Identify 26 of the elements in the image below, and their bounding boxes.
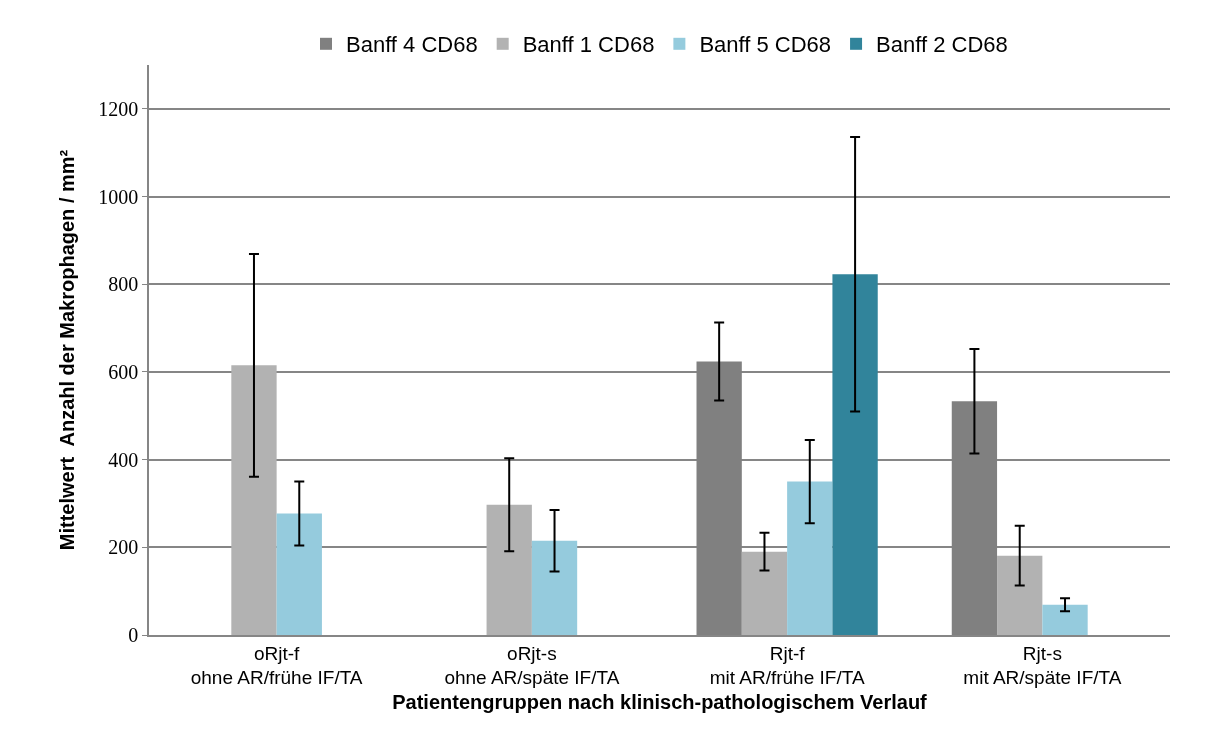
bar [231, 365, 277, 635]
x-tick-label: Rjt-s mit AR/späte IF/TA [963, 642, 1122, 689]
bar [787, 481, 833, 635]
bar [1042, 604, 1088, 635]
y-tick-label: 200 [108, 536, 139, 559]
y-tick-label: 0 [128, 624, 139, 646]
bar [486, 504, 532, 635]
legend-label: Banff 4 CD68 [346, 32, 478, 58]
y-tick-label: 800 [108, 273, 139, 296]
x-tick-label: oRjt-f ohne AR/frühe IF/TA [190, 642, 363, 689]
legend-label: Banff 1 CD68 [522, 32, 655, 58]
y-tick-label: 1200 [98, 97, 139, 120]
bar [276, 513, 322, 635]
legend-label: Banff 2 CD68 [876, 32, 1008, 58]
bar [531, 540, 578, 635]
x-tick-label: Rjt-f mit AR/frühe IF/TA [709, 642, 865, 689]
x-tick-label: oRjt-s ohne AR/späte IF/TA [444, 642, 620, 689]
bar [741, 551, 788, 635]
y-tick-label: 400 [108, 448, 139, 471]
bar [832, 274, 878, 635]
bar [997, 555, 1043, 635]
y-tick-label: 600 [108, 360, 139, 383]
y-tick-label: 1000 [98, 185, 139, 208]
y-axis-title: Mittelwert Anzahl der Makrophagen / mm² [56, 149, 79, 551]
legend-label: Banff 5 CD68 [699, 32, 832, 58]
x-axis-title: Patientengruppen nach klinisch-pathologischem Verlauf [392, 691, 928, 714]
